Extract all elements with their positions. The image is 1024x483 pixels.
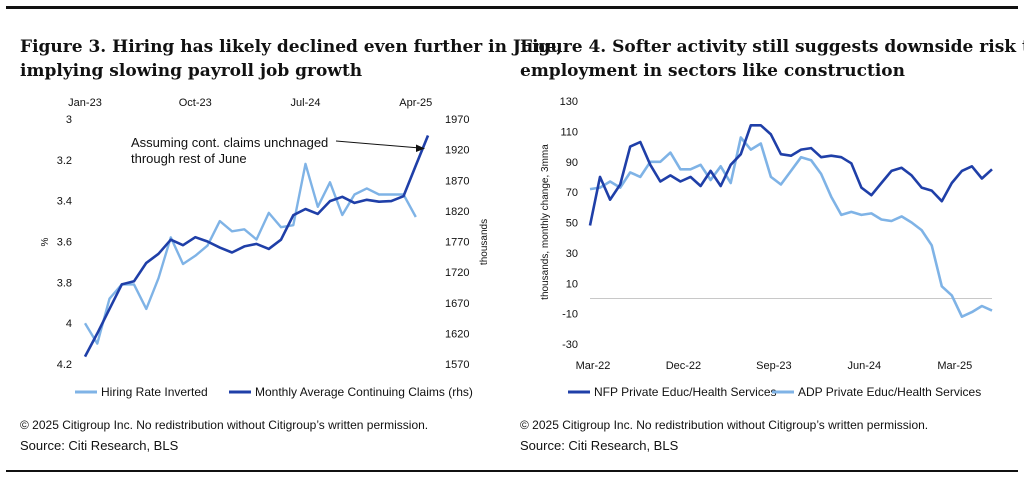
top-rule bbox=[6, 6, 1018, 9]
annotation-text-line2: through rest of June bbox=[131, 151, 247, 166]
left-y-tick-label: 4 bbox=[66, 318, 72, 330]
figure-4-copyright: © 2025 Citigroup Inc. No redistribution … bbox=[520, 418, 929, 432]
right-y-tick-label: 1770 bbox=[445, 237, 469, 249]
left-y-tick-label: 3.8 bbox=[57, 277, 72, 289]
left-y-tick-label: 3.4 bbox=[57, 196, 72, 208]
hiring-rate-line bbox=[83, 162, 417, 345]
figure-3-title-line2: implying slowing payroll job growth bbox=[20, 61, 363, 81]
bottom-rule bbox=[6, 470, 1018, 472]
x-tick-label: Jul-24 bbox=[291, 97, 321, 109]
figure-3-title-line1: Figure 3. Hiring has likely declined eve… bbox=[20, 37, 563, 57]
x-tick-label: Dec-22 bbox=[666, 360, 701, 372]
figure-4-chart: 130 110 90 70 50 30 10 -10 -30 thousands, monthly… bbox=[540, 96, 993, 399]
right-y-tick-label: 1620 bbox=[445, 328, 469, 340]
legend-label-continuing-claims: Monthly Average Continuing Claims (rhs) bbox=[255, 385, 473, 399]
figure-4-title-line2: employment in sectors like construction bbox=[520, 61, 905, 81]
figure-3-source: Source: Citi Research, BLS bbox=[20, 438, 179, 453]
annotation-arrowhead bbox=[416, 144, 425, 152]
left-y-axis-label: % bbox=[40, 237, 51, 246]
right-y-tick-label: 1570 bbox=[445, 359, 469, 371]
y-tick-label: 10 bbox=[566, 278, 578, 290]
y-tick-label: 130 bbox=[560, 96, 578, 108]
figure-3-chart: Jan-23 Oct-23 Jul-24 Apr-25 3 3.2 3.4 3.6 3.8 4 4.… bbox=[40, 97, 490, 399]
right-y-tick-label: 1970 bbox=[445, 114, 469, 126]
y-tick-label: 110 bbox=[560, 126, 578, 138]
y-tick-label: -10 bbox=[562, 309, 578, 321]
y-tick-label: 30 bbox=[566, 248, 578, 260]
x-tick-label: Oct-23 bbox=[179, 97, 212, 109]
right-y-tick-label: 1720 bbox=[445, 267, 469, 279]
x-tick-label: Mar-22 bbox=[576, 360, 611, 372]
legend-label-nfp: NFP Private Educ/Health Services bbox=[594, 385, 777, 399]
left-y-tick-label: 3.6 bbox=[57, 237, 72, 249]
nfp-educ-health-line bbox=[588, 124, 993, 226]
adp-educ-health-line bbox=[589, 136, 993, 319]
annotation-arrow-line bbox=[335, 140, 421, 149]
right-y-tick-label: 1820 bbox=[445, 206, 469, 218]
right-y-tick-label: 1920 bbox=[445, 145, 469, 157]
x-tick-label: Jan-23 bbox=[68, 97, 102, 109]
figure-4-title-line1: Figure 4. Softer activity still suggests… bbox=[520, 37, 1024, 57]
continuing-claims-line bbox=[83, 135, 430, 358]
x-tick-label: Mar-25 bbox=[937, 360, 972, 372]
figure-4-source: Source: Citi Research, BLS bbox=[520, 438, 679, 453]
x-tick-label: Sep-23 bbox=[756, 360, 791, 372]
y-tick-label: 50 bbox=[566, 218, 578, 230]
y-tick-label: -30 bbox=[562, 339, 578, 351]
x-tick-label: Apr-25 bbox=[399, 97, 432, 109]
legend-label-adp: ADP Private Educ/Health Services bbox=[798, 385, 981, 399]
y-axis-label: thousands, monthly change, 3mma bbox=[540, 144, 551, 300]
right-y-tick-label: 1870 bbox=[445, 175, 469, 187]
left-y-tick-label: 3.2 bbox=[57, 155, 72, 167]
right-y-tick-label: 1670 bbox=[445, 298, 469, 310]
left-y-tick-label: 3 bbox=[66, 114, 72, 126]
x-tick-label: Jun-24 bbox=[848, 360, 882, 372]
legend-label-hiring-rate: Hiring Rate Inverted bbox=[101, 385, 208, 399]
figure-3-copyright: © 2025 Citigroup Inc. No redistribution … bbox=[20, 418, 429, 432]
right-y-axis-label: thousands bbox=[479, 219, 490, 265]
y-tick-label: 90 bbox=[566, 157, 578, 169]
y-tick-label: 70 bbox=[566, 187, 578, 199]
left-y-tick-label: 4.2 bbox=[57, 359, 72, 371]
annotation-text-line1: Assuming cont. claims unchnaged bbox=[131, 135, 328, 150]
